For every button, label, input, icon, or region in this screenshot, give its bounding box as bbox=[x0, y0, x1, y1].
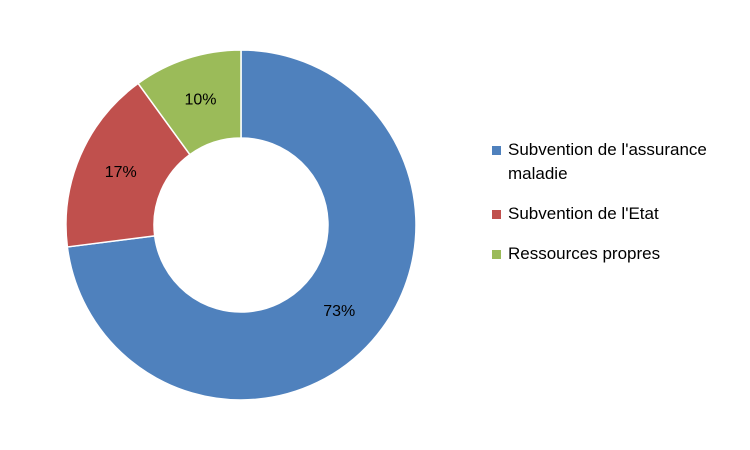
legend-swatch bbox=[492, 210, 501, 219]
legend-item: Subvention de l'assurance maladie bbox=[492, 138, 737, 186]
legend-label: Subvention de l'assurance maladie bbox=[508, 140, 707, 183]
legend-label: Subvention de l'Etat bbox=[508, 204, 659, 223]
data-label: 10% bbox=[185, 92, 217, 109]
legend-item: Ressources propres bbox=[492, 242, 737, 266]
data-label: 17% bbox=[105, 164, 137, 181]
legend: Subvention de l'assurance maladie Subvent… bbox=[492, 138, 737, 282]
legend-label: Ressources propres bbox=[508, 244, 661, 263]
legend-swatch bbox=[492, 250, 501, 259]
legend-item: Subvention de l'Etat bbox=[492, 202, 737, 226]
legend-swatch bbox=[492, 146, 501, 155]
slice bbox=[65, 82, 191, 248]
data-label: 73% bbox=[323, 303, 355, 320]
slice bbox=[66, 49, 417, 401]
slice bbox=[137, 49, 242, 156]
